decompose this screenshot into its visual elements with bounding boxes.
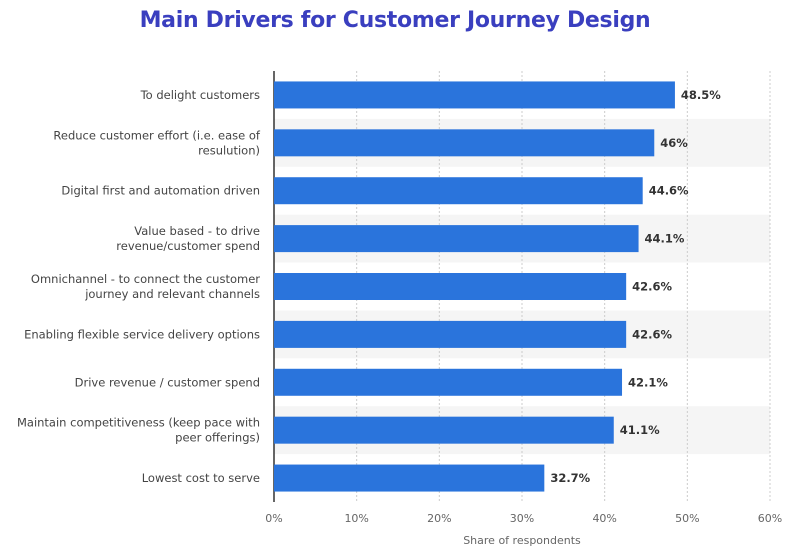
category-labels: To delight customers Reduce customer effo… [17,88,261,485]
data-label: 42.6% [632,327,672,341]
bar [274,320,627,348]
x-tick-label: 20% [427,512,451,525]
x-tick-label: 10% [344,512,368,525]
x-tick-label: 0% [265,512,282,525]
data-label: 42.1% [628,375,668,389]
data-label: 41.1% [620,423,660,437]
bar [274,416,614,444]
data-label: 42.6% [632,280,672,294]
x-tick-label: 30% [510,512,534,525]
data-label: 44.1% [645,232,685,246]
x-axis-label: Share of respondents [463,534,581,547]
bars [274,81,675,492]
category-label: To delight customers [140,88,260,102]
x-tick-labels: 0% 10% 20% 30% 40% 50% 60% [265,512,782,525]
bar [274,273,627,300]
bar [274,81,675,109]
x-tick-label: 60% [758,512,782,525]
category-label: Digital first and automation driven [61,184,260,198]
category-label: Reduce customer effort (i.e. ease of resu… [53,128,261,157]
bar [274,129,655,157]
data-label: 44.6% [649,184,689,198]
x-tick-label: 40% [592,512,616,525]
value-labels: 48.5% 46% 44.6% 44.1% 42.6% 42.6% 42.1% 41.1% 32… [550,88,721,485]
chart-title: Main Drivers for Customer Journey Design [139,8,651,33]
x-tick-label: 50% [675,512,699,525]
bar [274,464,545,492]
category-label: Lowest cost to serve [142,471,260,485]
data-label: 32.7% [550,471,590,485]
bar [274,225,639,253]
category-label: Maintain competitiveness (keep pace with… [17,416,260,445]
data-label: 48.5% [681,88,721,102]
category-label: Enabling flexible service delivery optio… [24,327,260,341]
data-label: 46% [660,136,688,150]
category-label: Drive revenue / customer spend [75,375,260,389]
category-label: Omnichannel - to connect the customer jou… [31,272,260,301]
category-label: Value based - to drive revenue/customer s… [116,224,260,253]
bar [274,177,643,205]
bar [274,368,623,396]
